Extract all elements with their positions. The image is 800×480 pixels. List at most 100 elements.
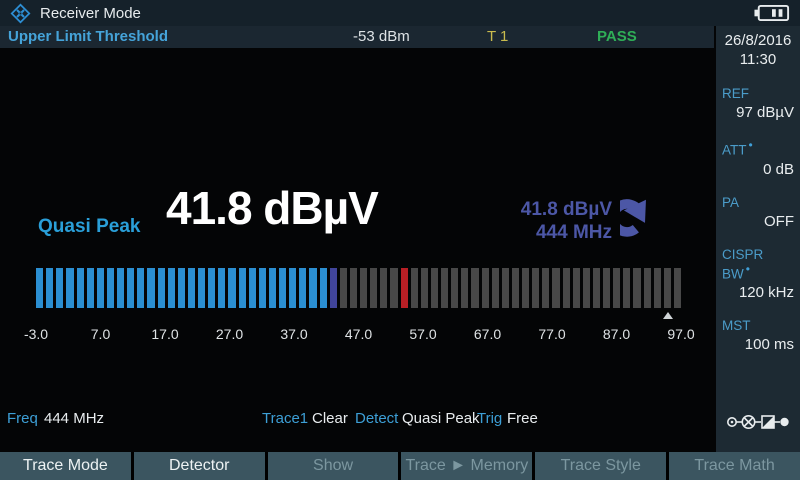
measurement-area: Quasi Peak 41.8 dBµV 41.8 dBµV 444 MHz -… (0, 48, 716, 452)
meter-segment (106, 268, 114, 308)
level-meter-area: -3.0 7.0 17.0 27.0 37.0 47.0 57.0 67.0 77.0 87.0 9… (24, 268, 695, 368)
app-title: Receiver Mode (40, 4, 141, 22)
meter-segment (218, 268, 226, 308)
meter-segment (522, 268, 530, 308)
freq-value[interactable]: 444 MHz (44, 410, 105, 427)
rs-mode-icon (10, 3, 31, 23)
meter-tick-label: 67.0 (473, 326, 502, 342)
meter-segment (633, 268, 641, 308)
meter-segment (258, 268, 266, 308)
meter-segment (279, 268, 287, 308)
meter-segment (663, 268, 671, 308)
param-label: PA (722, 194, 740, 210)
meter-segment (46, 268, 54, 308)
meter-segment (420, 268, 428, 308)
param-mst[interactable]: MST 100 ms (716, 318, 800, 353)
meter-segment (96, 268, 104, 308)
param-value: 100 ms (744, 336, 794, 353)
softkey-show[interactable]: Show (267, 452, 399, 480)
meter-segment (613, 268, 621, 308)
param-cispr-bw[interactable]: CISPR BW 120 kHz (716, 247, 800, 302)
param-value: 120 kHz (738, 284, 794, 301)
trace-value[interactable]: Clear (312, 410, 348, 427)
meter-segment (491, 268, 499, 308)
meter-tick-label: 17.0 (151, 326, 179, 342)
detect-label[interactable]: Detect (355, 410, 399, 427)
meter-segment (501, 268, 509, 308)
param-pa[interactable]: PA OFF (716, 195, 800, 230)
softkey-detector[interactable]: Detector (133, 452, 265, 480)
meter-segment (582, 268, 590, 308)
pass-fail-status: PASS (597, 28, 637, 45)
meter-segment (623, 268, 631, 308)
meter-segment (157, 268, 165, 308)
detector-label: Quasi Peak (38, 216, 141, 237)
meter-segment (309, 268, 317, 308)
meter-segment (461, 268, 469, 308)
param-label: MST (722, 318, 751, 333)
max-marker-icon (663, 312, 674, 319)
time-display: 11:30 (739, 51, 777, 68)
meter-tick-label: 7.0 (90, 326, 111, 342)
param-ref[interactable]: REF 97 dBµV (716, 86, 800, 121)
meter-tick-label: 97.0 (667, 326, 695, 342)
param-label: REF (722, 86, 749, 101)
limit-threshold-value[interactable]: -53 dBm (353, 28, 410, 45)
meter-segment (360, 268, 368, 308)
meter-segment (299, 268, 307, 308)
limit-threshold-bar: Upper Limit Threshold -53 dBm T 1 PASS (0, 26, 714, 48)
meter-segment (400, 268, 408, 308)
meter-segment (329, 268, 337, 308)
meter-segment (370, 268, 378, 308)
trig-label[interactable]: Trig (477, 410, 503, 427)
meter-segment (86, 268, 94, 308)
meter-segment (117, 268, 125, 308)
meter-segment (572, 268, 580, 308)
meter-segment (552, 268, 560, 308)
trig-value[interactable]: Free (507, 410, 538, 427)
meter-segment (562, 268, 570, 308)
meter-tick-label: -3.0 (23, 326, 49, 342)
level-readout: 41.8 dBµV (166, 182, 379, 234)
meter-segment (248, 268, 256, 308)
freq-label[interactable]: Freq (7, 410, 38, 427)
meter-segment (228, 268, 236, 308)
battery-icon (754, 4, 790, 22)
meter-segment (511, 268, 519, 308)
trace-label[interactable]: Trace1 (262, 410, 309, 427)
param-label: ATT (722, 138, 794, 158)
meter-tick-label: 27.0 (215, 326, 244, 342)
meter-segment (137, 268, 145, 308)
meter-segment (390, 268, 398, 308)
meter-segment (532, 268, 540, 308)
meter-segment (76, 268, 84, 308)
param-att[interactable]: ATT 0 dB (716, 138, 800, 178)
meter-segment (380, 268, 388, 308)
param-value: OFF (764, 212, 794, 230)
softkey-trace-mode[interactable]: Trace Mode (0, 452, 131, 480)
trace-indicator: T 1 (487, 28, 509, 45)
maxhold-readout: 41.8 dBµV 444 MHz (470, 198, 612, 244)
meter-tick-label: 47.0 (344, 326, 373, 342)
meter-segment (592, 268, 600, 308)
meter-tick-label: 77.0 (538, 326, 566, 342)
meter-segment (451, 268, 459, 308)
meter-segment (349, 268, 357, 308)
date-display: 26/8/2016 (724, 32, 792, 49)
softkey-trace-math[interactable]: Trace Math (669, 452, 800, 480)
meter-segment (66, 268, 74, 308)
maxhold-freq: 444 MHz (535, 222, 612, 243)
meter-segment (187, 268, 195, 308)
meter-segment (542, 268, 550, 308)
meter-tick-label: 87.0 (602, 326, 631, 342)
reset-maxhold-icon[interactable] (620, 195, 670, 245)
meter-tick-label: 37.0 (280, 326, 308, 342)
softkey-trace-memory[interactable]: Trace ► Memory (401, 452, 533, 480)
meter-segment (319, 268, 327, 308)
detect-value[interactable]: Quasi Peak (402, 410, 480, 427)
meter-segment (147, 268, 155, 308)
param-value: 97 dBµV (736, 104, 794, 121)
meter-scale: -3.0 7.0 17.0 27.0 37.0 47.0 57.0 67.0 77.0 87.0 9… (24, 326, 695, 344)
softkey-trace-style[interactable]: Trace Style (535, 452, 667, 480)
